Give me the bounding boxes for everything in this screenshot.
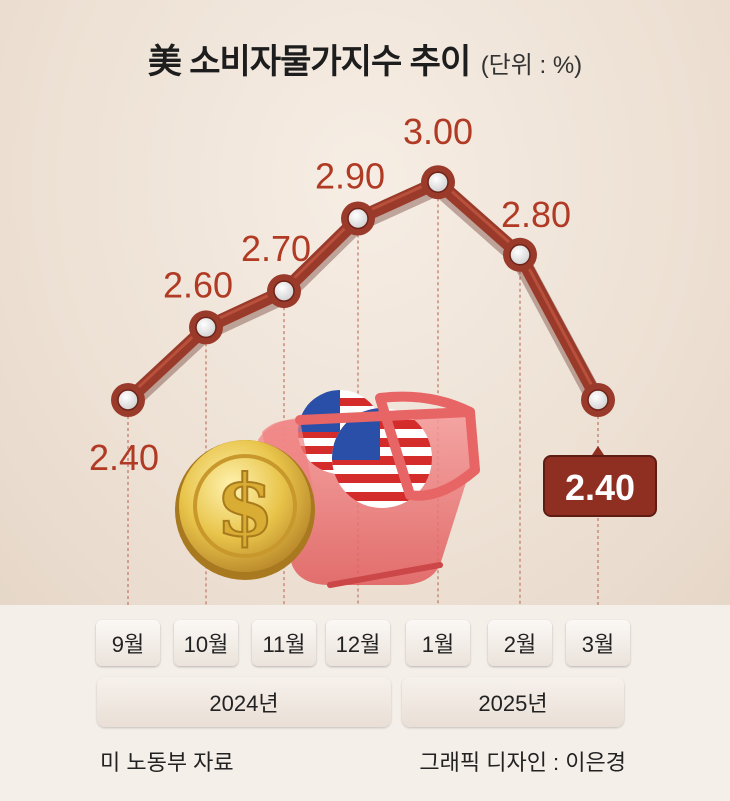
data-labels: 2.40 2.602.702.90 3.00 2.80 2.40 [89,111,657,517]
month-label: 11월 [252,620,316,666]
month-label: 1월 [406,620,470,666]
data-label: 2.80 [501,194,571,235]
chart-title: 美 소비자물가지수 추이 [147,43,471,81]
data-label: 2.70 [241,228,311,269]
data-markers [111,165,615,417]
data-label: 2.40 [565,467,635,508]
source-note: 미 노동부 자료 [100,750,234,775]
data-point [581,383,615,417]
svg-text:$: $ [216,456,274,555]
line-chart: $ 2.40 2.602.702.90 3.00 2.80 2.40 [89,111,657,605]
data-point [111,383,145,417]
credit-note: 그래픽 디자인 : 이은경 [419,750,626,775]
data-point [421,165,455,200]
year-label: 2025년 [402,677,624,727]
data-point [341,201,375,236]
data-label: 2.90 [315,156,385,197]
month-label: 3월 [566,620,630,666]
month-label: 9월 [96,620,160,666]
data-point [267,274,301,309]
month-label: 10월 [174,620,238,666]
coin-icon: $ [175,440,315,580]
basket-illustration [258,390,480,588]
chart-unit: (단위 : %) [480,52,583,79]
data-point [189,310,223,345]
month-label: 12월 [326,620,390,666]
year-label: 2024년 [97,677,391,727]
data-point [503,237,537,272]
data-label: 2.40 [89,437,159,478]
highlight-label: 2.40 [543,446,657,517]
data-label: 2.60 [163,264,233,305]
data-label: 3.00 [403,111,473,152]
month-label: 2월 [488,620,552,666]
title-area: 美 소비자물가지수 추이 (단위 : %) [0,34,730,83]
